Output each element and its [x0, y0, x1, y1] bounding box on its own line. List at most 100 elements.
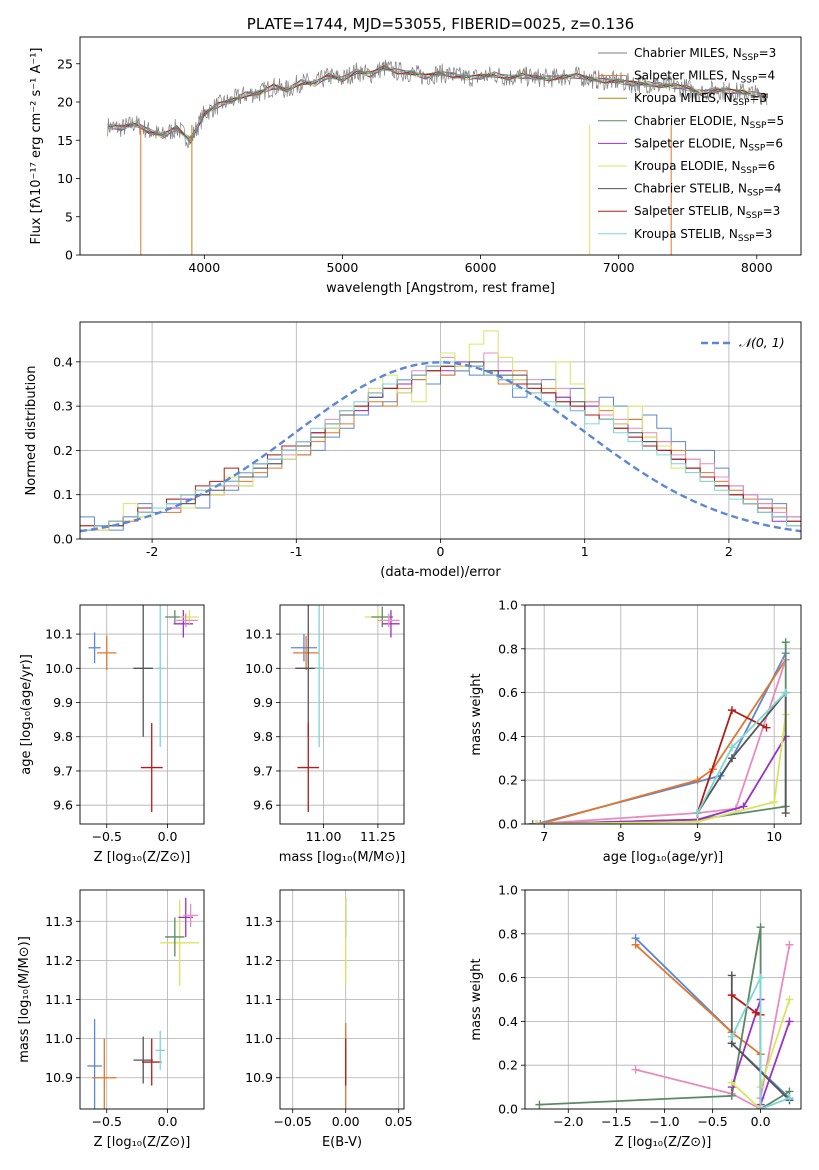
weight-marker — [770, 798, 779, 807]
panel-weight_vs_Z: −2.0 −1.5 −1.0 −0.5 0.0 0.0 0.2 0.4 0.6 0.8 1.0 Z [… — [469, 883, 802, 1150]
plot-area-age_vs_Z — [88, 605, 200, 813]
y-tick-label: 11.3 — [245, 914, 273, 929]
y-tick-label: 11.3 — [45, 914, 73, 929]
errorbar-point — [155, 1030, 166, 1070]
legend-subscript: SSP — [741, 166, 758, 176]
x-tick-label: 2 — [725, 544, 733, 559]
legend-nssp: =3 — [763, 204, 781, 218]
legend-label: Chabrier ELODIE, NSSP=5 — [634, 114, 784, 131]
y-tick-label: 0.2 — [53, 443, 73, 458]
y-tick-label: 10 — [57, 171, 73, 186]
y-tick-label: 9.8 — [253, 729, 273, 744]
x-tick-label: -1 — [290, 544, 302, 559]
x-tick-label: 8000 — [741, 260, 773, 275]
weight-marker — [751, 1008, 760, 1017]
y-tick-label: 0.6 — [498, 970, 518, 985]
legend-subscript: SSP — [747, 189, 764, 199]
legend-nssp: =3 — [750, 91, 768, 105]
y-tick-label: 9.7 — [53, 763, 73, 778]
weight-line — [540, 659, 787, 824]
y-axis-label: Normed distribution — [24, 366, 39, 496]
x-axis-label: Z [log₁₀(Z/Z⊙)] — [94, 1135, 191, 1150]
y-tick-label: 0.1 — [53, 487, 73, 502]
legend-nssp: =6 — [765, 136, 783, 150]
plot-area-age_vs_mass — [290, 605, 400, 813]
legend-nssp: =3 — [759, 46, 777, 60]
y-tick-label: 11.1 — [45, 992, 73, 1007]
errorbar-point — [173, 613, 198, 628]
weight-marker — [785, 1017, 794, 1026]
x-axis-label: Z [log₁₀(Z/Z⊙)] — [94, 850, 191, 865]
weight-marker — [727, 971, 736, 980]
axes-frame — [79, 604, 205, 825]
y-tick-label: 0.4 — [498, 1014, 518, 1029]
y-tick-label: 10.9 — [45, 1070, 73, 1085]
plot-area-spectrum — [107, 59, 769, 255]
weight-marker — [728, 754, 736, 763]
plot-area-weight_vs_Z — [535, 923, 794, 1109]
plot-area-mass_vs_Z — [87, 897, 200, 1109]
y-tick-label: 11.1 — [245, 992, 273, 1007]
legend-subscript: SSP — [741, 76, 758, 86]
weight-marker — [693, 817, 702, 824]
x-axis-label: age [log₁₀(age/yr)] — [603, 850, 724, 865]
errorbar-point — [377, 613, 400, 628]
x-axis-label: E(B-V) — [322, 1135, 362, 1150]
errorbar-point — [140, 723, 163, 813]
legend: 𝒩(0, 1) — [701, 335, 785, 350]
y-axis-label: mass weight — [469, 958, 484, 1040]
legend-label: Chabrier STELIB, NSSP=4 — [634, 182, 782, 199]
x-axis-label: wavelength [Angstrom, rest frame] — [326, 281, 555, 296]
weight-marker — [762, 723, 771, 732]
y-tick-label: 25 — [57, 56, 73, 71]
weight-line — [635, 944, 791, 1109]
x-tick-label: 6000 — [465, 260, 497, 275]
weight-line — [536, 735, 787, 824]
errorbar-point — [290, 634, 317, 662]
axes-frame — [79, 321, 802, 540]
legend-nssp: =3 — [755, 227, 773, 241]
x-tick-label: 8 — [617, 829, 625, 844]
x-tick-label: 5000 — [327, 260, 359, 275]
y-tick-label: 10.1 — [45, 627, 73, 642]
weight-marker — [756, 1105, 765, 1109]
errorbar-point — [293, 635, 320, 671]
x-tick-label: 0.05 — [385, 1114, 413, 1129]
legend-label: Salpeter STELIB, NSSP=3 — [634, 204, 780, 221]
legend-series-name: Chabrier STELIB, N — [634, 182, 747, 196]
weight-marker — [535, 1100, 544, 1109]
errorbar-point — [297, 723, 320, 813]
x-tick-label: -2 — [146, 544, 158, 559]
legend-series-name: Kroupa STELIB, N — [634, 227, 738, 241]
plot-area-residuals — [80, 330, 801, 533]
legend-subscript: SSP — [733, 98, 750, 108]
y-tick-label: 0.3 — [53, 399, 73, 414]
weight-marker — [631, 1065, 640, 1074]
y-tick-label: 0.8 — [498, 641, 518, 656]
errorbar-point — [382, 610, 400, 638]
y-tick-label: 0.8 — [498, 926, 518, 941]
errorbar-point — [179, 610, 200, 624]
x-tick-label: 11.25 — [360, 829, 396, 844]
legend-subscript: SSP — [742, 53, 759, 63]
weight-marker — [781, 809, 790, 818]
weight-marker — [727, 1078, 736, 1087]
errorbar-point — [133, 1036, 153, 1084]
chart-title: PLATE=1744, MJD=53055, FIBERID=0025, z=0… — [247, 15, 634, 33]
y-tick-label: 11.2 — [45, 953, 73, 968]
y-tick-label: 0 — [65, 248, 73, 263]
legend-series-name: Salpeter ELODIE, N — [634, 136, 748, 150]
panel-mass_vs_Z: −0.5 0.0 10.9 11.0 11.1 11.2 11.3 Z [log₁₀(Z/Z⊙… — [17, 889, 205, 1150]
y-tick-label: 11.0 — [245, 1031, 273, 1046]
y-tick-label: 0.0 — [53, 532, 73, 547]
y-tick-label: 10.1 — [245, 627, 273, 642]
errorbar-point — [87, 1019, 102, 1109]
normal-reference-curve — [80, 361, 801, 533]
errorbar-point — [88, 632, 101, 664]
x-tick-label: 4000 — [188, 260, 220, 275]
legend-nssp: =4 — [764, 182, 782, 196]
weight-marker — [727, 991, 736, 1000]
weight-marker — [727, 1032, 736, 1041]
x-tick-label: 11.00 — [306, 829, 342, 844]
